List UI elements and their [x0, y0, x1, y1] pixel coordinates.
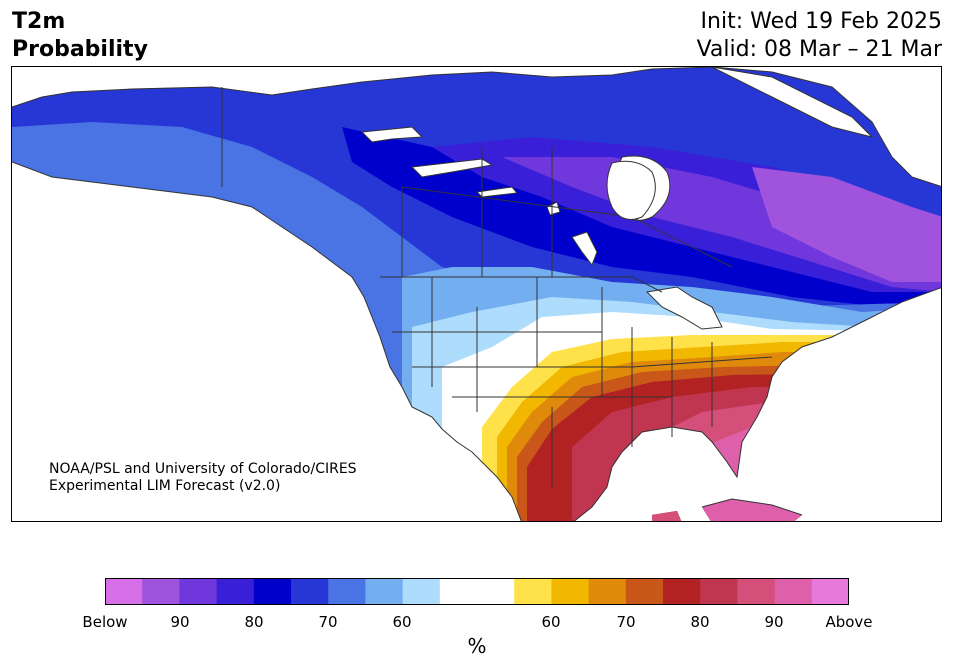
date-info: Init: Wed 19 Feb 2025 Valid: 08 Mar – 21… — [697, 8, 942, 64]
boundary-lines — [12, 67, 941, 521]
tick-70-warm: 70 — [616, 613, 636, 631]
colorbar-cell — [774, 578, 813, 605]
colorbar-cell — [105, 578, 143, 605]
tick-80-cold: 80 — [244, 613, 264, 631]
credit-text: NOAA/PSL and University of Colorado/CIRE… — [49, 461, 357, 495]
tick-60-cold: 60 — [392, 613, 412, 631]
tick-60-warm: 60 — [541, 613, 561, 631]
colorbar-cell — [625, 578, 664, 605]
colorbar-cell — [402, 578, 441, 605]
colorbar-cell — [365, 578, 404, 605]
colorbar-cell — [551, 578, 590, 605]
credit-line-2: Experimental LIM Forecast (v2.0) — [49, 478, 281, 494]
map-title: T2m Probability — [12, 8, 148, 64]
colorbar-cell — [179, 578, 218, 605]
colorbar-cell — [291, 578, 329, 605]
ocean-features — [606, 67, 874, 220]
colorbar-unit: % — [467, 634, 487, 658]
colorbar-cell — [253, 578, 292, 605]
colorbar-cell — [477, 578, 515, 605]
colorbar-cell — [439, 578, 478, 605]
colorbar-cell — [588, 578, 627, 605]
tick-70-cold: 70 — [318, 613, 338, 631]
credit-line-1: NOAA/PSL and University of Colorado/CIRE… — [49, 461, 357, 477]
colorbar-cell — [514, 578, 552, 605]
colorbar-cell — [142, 578, 180, 605]
title-line-1: T2m — [12, 9, 66, 34]
tick-80-warm: 80 — [690, 613, 710, 631]
tick-below: Below — [82, 613, 128, 631]
colorbar-cell — [663, 578, 701, 605]
colorbar-cell — [216, 578, 255, 605]
colorbar-outline — [105, 578, 849, 605]
colorbar-cell — [811, 578, 849, 605]
colorbar-cells — [105, 578, 849, 605]
colorbar — [105, 578, 849, 605]
colorbar-cell — [700, 578, 738, 605]
init-date: Init: Wed 19 Feb 2025 — [700, 9, 942, 34]
colorbar-cell — [737, 578, 776, 605]
title-line-2: Probability — [12, 37, 148, 62]
valid-range: Valid: 08 Mar – 21 Mar — [696, 37, 942, 62]
tick-90-cold: 90 — [170, 613, 190, 631]
colorbar-cell — [328, 578, 366, 605]
tick-above: Above — [825, 613, 873, 631]
tick-90-warm: 90 — [764, 613, 784, 631]
probability-map — [12, 67, 941, 521]
map-panel — [11, 66, 942, 522]
